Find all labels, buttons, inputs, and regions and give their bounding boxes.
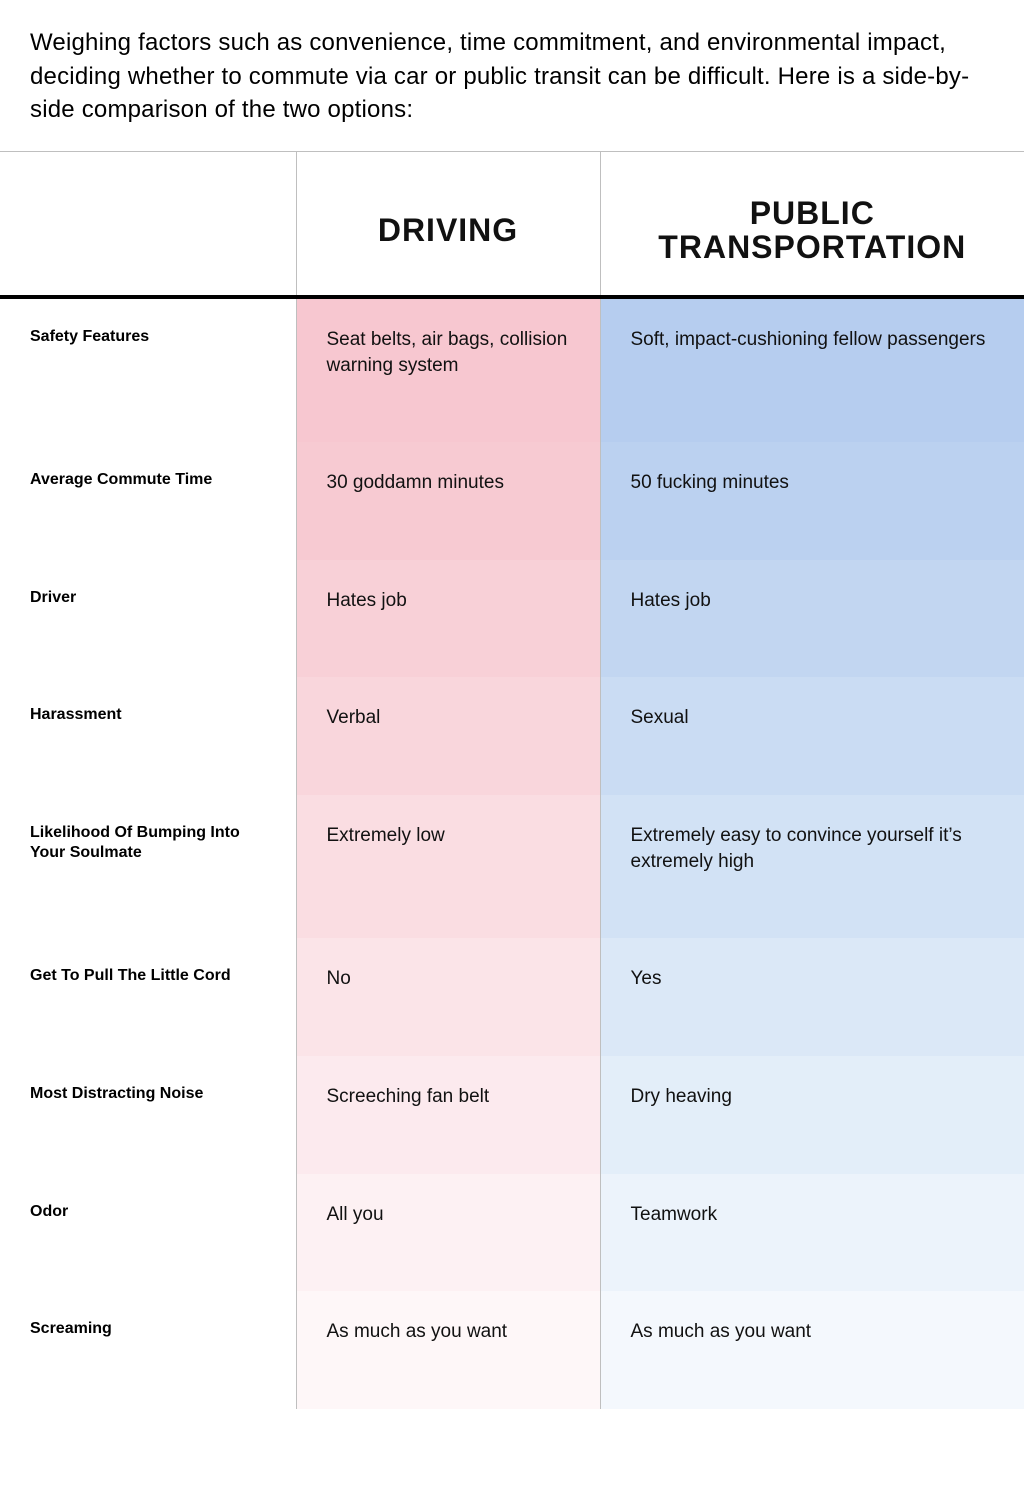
row-transit: Hates job [600, 560, 1024, 678]
row-transit: Soft, impact-cushioning fellow passenger… [600, 299, 1024, 442]
row-label: Safety Features [0, 299, 296, 442]
row-driving: Verbal [296, 677, 600, 795]
row-driving: 30 goddamn minutes [296, 442, 600, 560]
row-label: Driver [0, 560, 296, 678]
row-label: Screaming [0, 1291, 296, 1409]
row-driving: Extremely low [296, 795, 600, 938]
header-driving: DRIVING [296, 151, 600, 295]
row-label: Most Distracting Noise [0, 1056, 296, 1174]
table-row: Likelihood Of Bumping Into Your Soulmate… [0, 795, 1024, 938]
table-row: Screaming As much as you want As much as… [0, 1291, 1024, 1409]
table-row: Driver Hates job Hates job [0, 560, 1024, 678]
table-row: Safety Features Seat belts, air bags, co… [0, 299, 1024, 442]
header-transit: PUBLICTRANSPORTATION [600, 151, 1024, 295]
row-driving: All you [296, 1174, 600, 1292]
row-label: Odor [0, 1174, 296, 1292]
row-transit: Sexual [600, 677, 1024, 795]
header-empty [0, 151, 296, 295]
table-header-row: DRIVING PUBLICTRANSPORTATION [0, 151, 1024, 295]
row-label: Average Commute Time [0, 442, 296, 560]
row-driving: Screeching fan belt [296, 1056, 600, 1174]
row-transit: Dry heaving [600, 1056, 1024, 1174]
table-row: Harassment Verbal Sexual [0, 677, 1024, 795]
table-body: Safety Features Seat belts, air bags, co… [0, 299, 1024, 1409]
row-transit: Extremely easy to convince yourself it’s… [600, 795, 1024, 938]
row-driving: Hates job [296, 560, 600, 678]
row-driving: As much as you want [296, 1291, 600, 1409]
row-driving: Seat belts, air bags, collision warning … [296, 299, 600, 442]
row-label: Get To Pull The Little Cord [0, 938, 296, 1056]
intro-text: Weighing factors such as convenience, ti… [0, 0, 1024, 151]
row-driving: No [296, 938, 600, 1056]
table-row: Average Commute Time 30 goddamn minutes … [0, 442, 1024, 560]
table-row: Get To Pull The Little Cord No Yes [0, 938, 1024, 1056]
table-row: Odor All you Teamwork [0, 1174, 1024, 1292]
row-transit: As much as you want [600, 1291, 1024, 1409]
table-row: Most Distracting Noise Screeching fan be… [0, 1056, 1024, 1174]
row-transit: Yes [600, 938, 1024, 1056]
row-transit: 50 fucking minutes [600, 442, 1024, 560]
row-label: Harassment [0, 677, 296, 795]
comparison-table: DRIVING PUBLICTRANSPORTATION Safety Feat… [0, 151, 1024, 1409]
row-label: Likelihood Of Bumping Into Your Soulmate [0, 795, 296, 938]
row-transit: Teamwork [600, 1174, 1024, 1292]
